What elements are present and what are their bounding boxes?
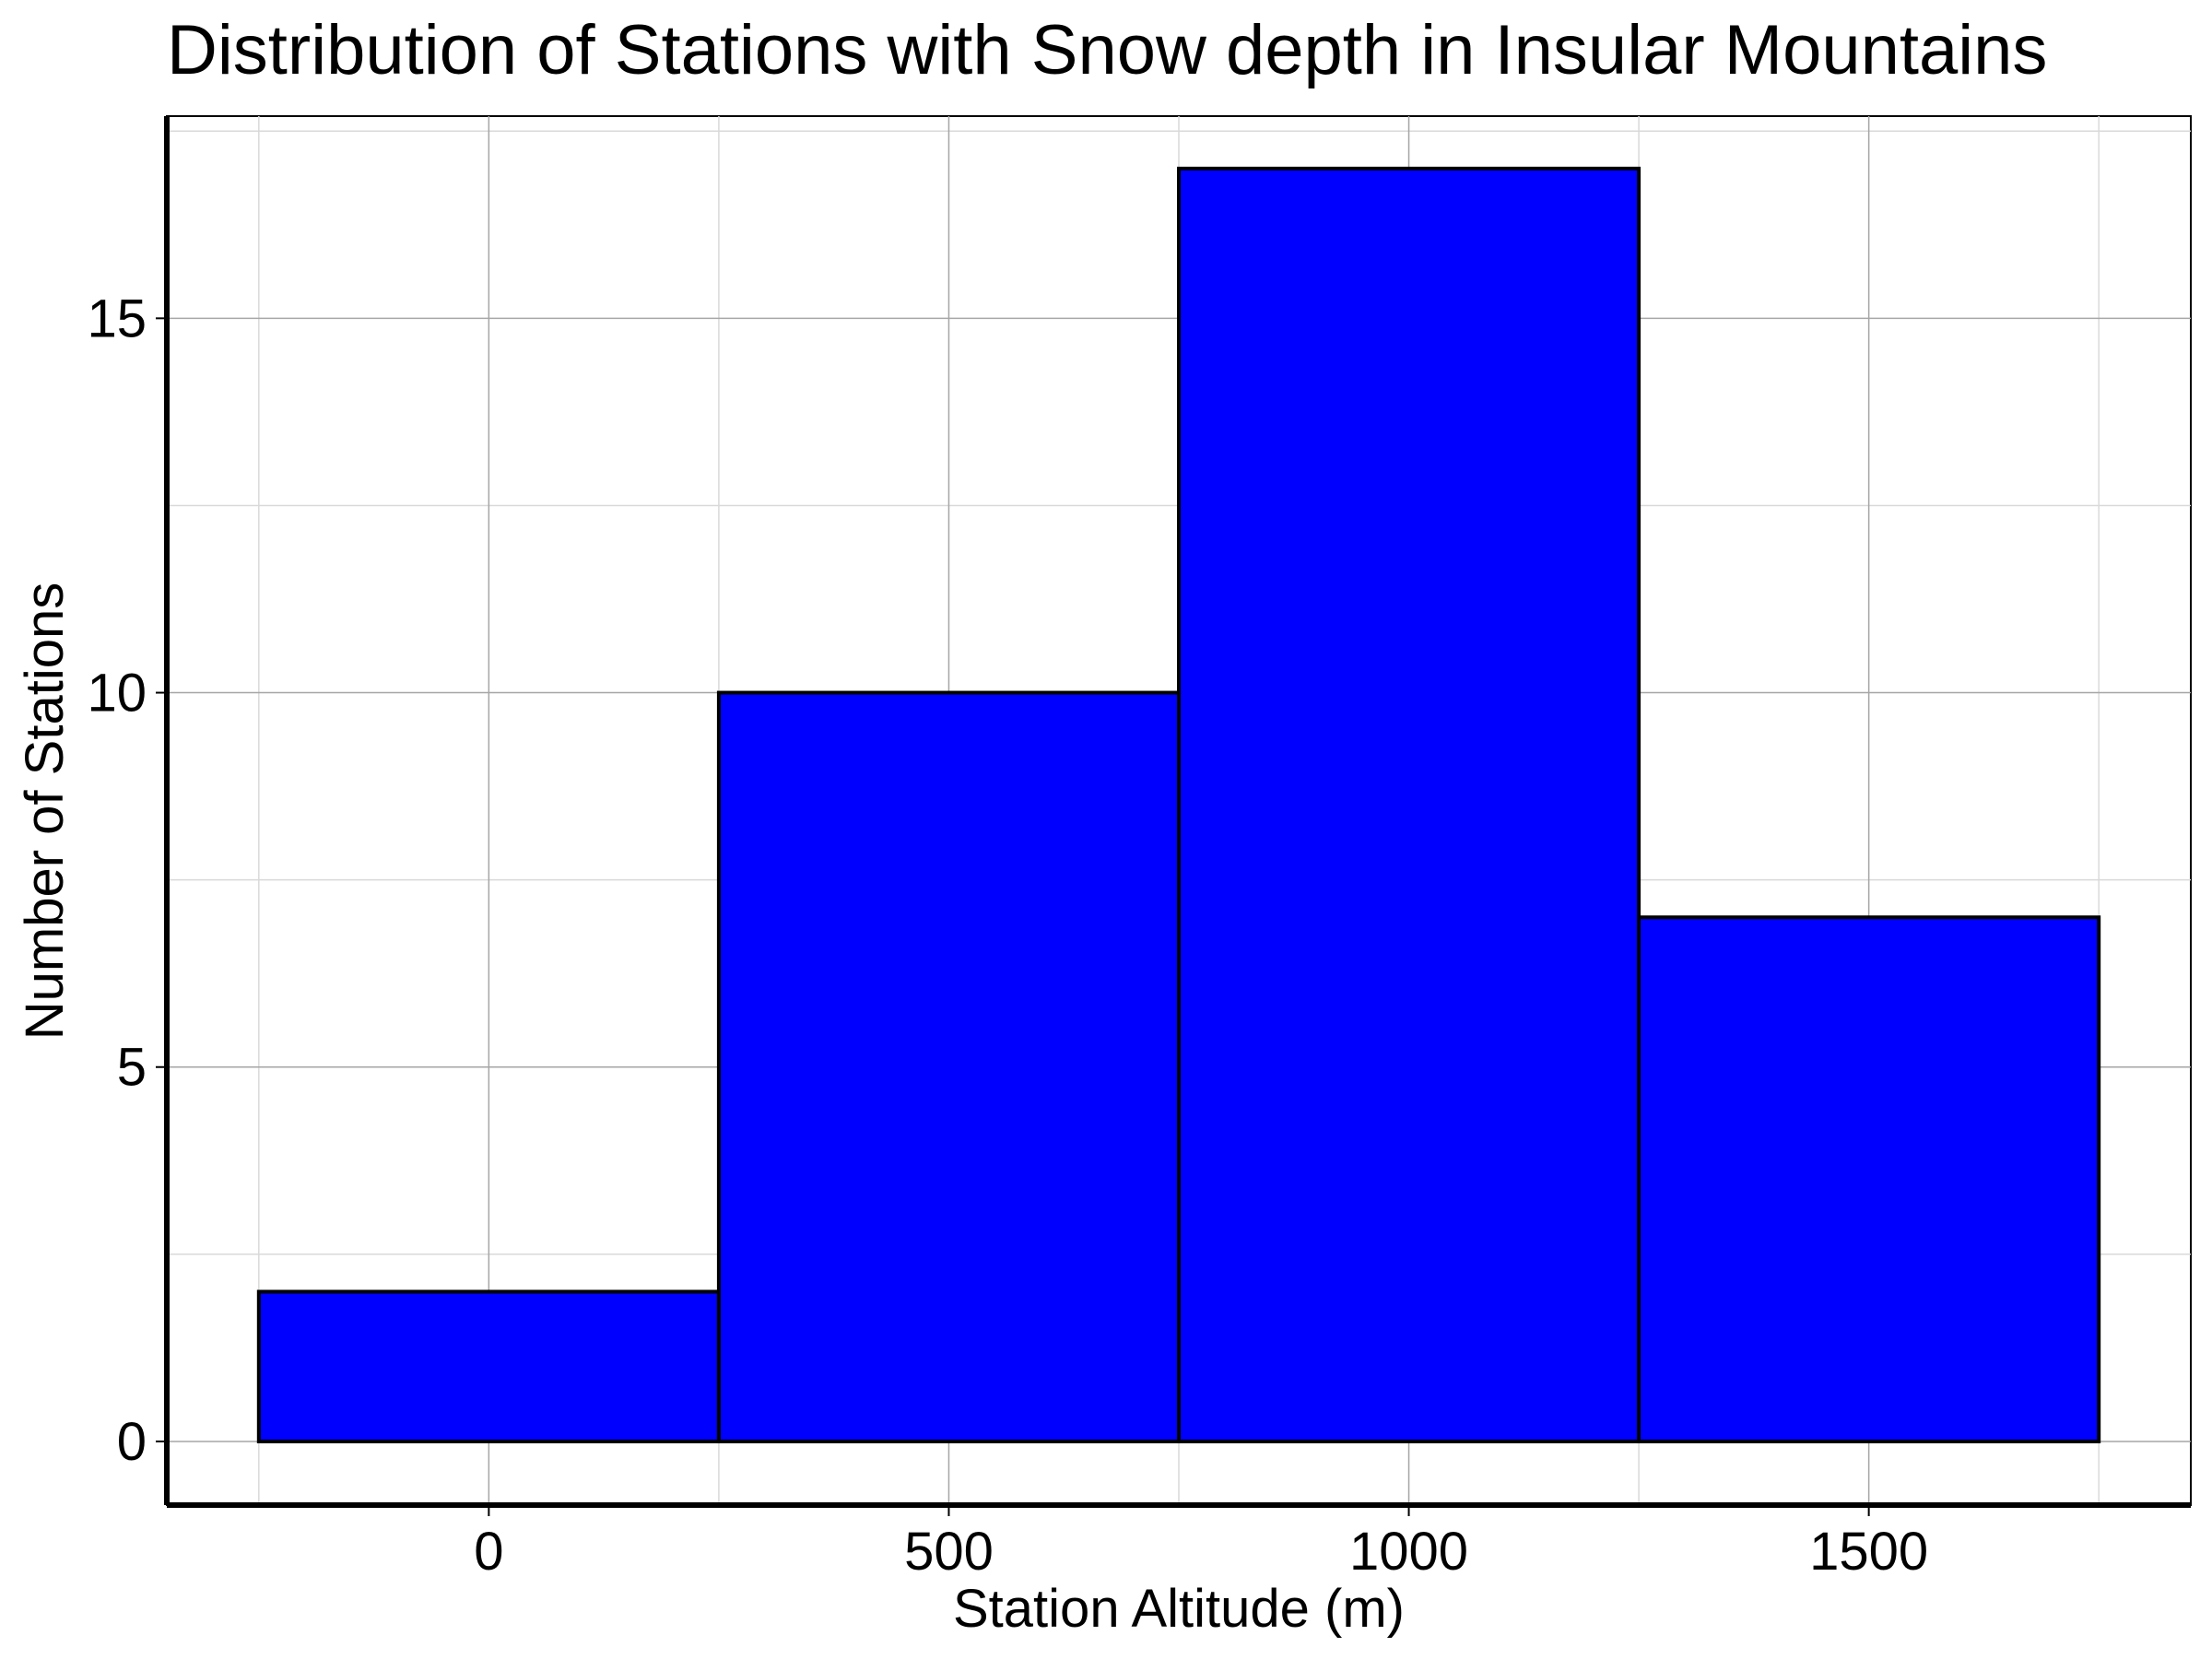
x-axis-ticks: 0 500 1000 1500 bbox=[474, 1505, 1928, 1582]
x-tick-label: 1500 bbox=[1809, 1522, 1928, 1582]
x-tick-label: 0 bbox=[474, 1522, 503, 1582]
y-axis-ticks: 0 5 10 15 bbox=[87, 288, 167, 1472]
x-tick-label: 500 bbox=[904, 1522, 994, 1582]
bars bbox=[256, 166, 2101, 1443]
y-tick-label: 0 bbox=[117, 1412, 147, 1472]
histogram-bar bbox=[1637, 915, 2101, 1443]
histogram-bar bbox=[716, 690, 1182, 1443]
y-tick-label: 5 bbox=[117, 1038, 147, 1098]
x-axis-label: Station Altitude (m) bbox=[953, 1579, 1405, 1639]
histogram-bar bbox=[1177, 166, 1641, 1443]
x-tick-label: 1000 bbox=[1349, 1522, 1468, 1582]
histogram-bar bbox=[256, 1289, 721, 1443]
y-tick-label: 10 bbox=[87, 664, 147, 724]
y-axis-label: Number of Stations bbox=[15, 582, 75, 1040]
chart-title: Distribution of Stations with Snow depth… bbox=[167, 11, 2047, 89]
y-tick-label: 15 bbox=[87, 288, 147, 348]
